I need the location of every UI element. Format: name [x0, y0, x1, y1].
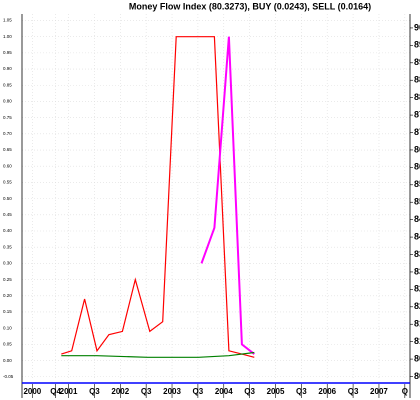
y2-tick-label: 83	[414, 249, 420, 259]
y2-tick-label: 89	[414, 40, 420, 50]
y2-tick-label: 86	[414, 162, 420, 172]
y2-tick-label: 81	[414, 319, 420, 329]
x-tick-label: Q	[402, 387, 408, 396]
x-tick-label: Q4	[50, 387, 61, 396]
x-tick-label: Q3	[244, 387, 255, 396]
x-tick-label: 2001	[60, 387, 78, 396]
y-tick-label: 1.00	[3, 34, 12, 39]
series-line	[200, 36, 255, 355]
x-tick-label: 2007	[370, 387, 388, 396]
y-tick-label: 0.25	[3, 277, 12, 282]
y-tick-label: 0.50	[3, 196, 12, 201]
x-tick-label: 2003	[163, 387, 181, 396]
y-tick-label: 0.30	[3, 261, 12, 266]
y2-tick-label: 84	[414, 214, 420, 224]
x-tick-label: Q3	[89, 387, 100, 396]
x-tick-label: Q3	[296, 387, 307, 396]
y-tick-label: 0.45	[3, 212, 12, 217]
chart-title: Money Flow Index (80.3273), BUY (0.0243)…	[129, 1, 371, 11]
y2-tick-label: 82	[414, 284, 420, 294]
x-tick-label: 2002	[111, 387, 129, 396]
y2-tick-label: 88	[414, 92, 420, 102]
y2-tick-label: 85	[414, 179, 420, 189]
series-line	[61, 351, 255, 358]
y-tick-label: 0.20	[3, 293, 12, 298]
y-tick-label: 0.85	[3, 82, 12, 87]
y2-tick-label: 82	[414, 301, 420, 311]
y-tick-label: 0.35	[3, 244, 12, 249]
series-line	[61, 36, 255, 358]
y2-tick-label: 86	[414, 144, 420, 154]
x-tick-label: 2006	[318, 387, 336, 396]
x-tick-label: Q3	[193, 387, 204, 396]
y-tick-label: 0.75	[3, 115, 12, 120]
y2-tick-label: 84	[414, 231, 420, 241]
y-tick-label: 0.40	[3, 228, 12, 233]
y2-tick-label: 90	[414, 22, 420, 32]
x-tick-label: 2004	[215, 387, 233, 396]
y-tick-label: 1.05	[3, 18, 12, 23]
y-tick-label: 0.65	[3, 147, 12, 152]
y-tick-label: 0.15	[3, 309, 12, 314]
y-tick-label: 0.60	[3, 163, 12, 168]
y-tick-label: 0.00	[3, 358, 12, 363]
y-tick-label: 0.55	[3, 180, 12, 185]
y-tick-label: 0.80	[3, 99, 12, 104]
y-tick-label: 0.05	[3, 342, 12, 347]
y2-tick-label: 83	[414, 266, 420, 276]
x-tick-label: 2005	[267, 387, 285, 396]
y-tick-label: 0.70	[3, 131, 12, 136]
y-tick-label: 0.90	[3, 66, 12, 71]
y2-tick-label: 80	[414, 371, 420, 381]
y2-tick-label: 80	[414, 353, 420, 363]
x-tick-label: 2000	[23, 387, 41, 396]
y-tick-label: -0.05	[3, 374, 14, 379]
y2-tick-label: 88	[414, 75, 420, 85]
y-tick-label: 0.10	[3, 325, 12, 330]
y-tick-label: 0.95	[3, 50, 12, 55]
y2-tick-label: 87	[414, 109, 420, 119]
y2-tick-label: 89	[414, 57, 420, 67]
y2-tick-label: 87	[414, 127, 420, 137]
x-tick-label: Q3	[348, 387, 359, 396]
x-tick-label: Q3	[141, 387, 152, 396]
y2-tick-label: 85	[414, 197, 420, 207]
y2-tick-label: 81	[414, 336, 420, 346]
